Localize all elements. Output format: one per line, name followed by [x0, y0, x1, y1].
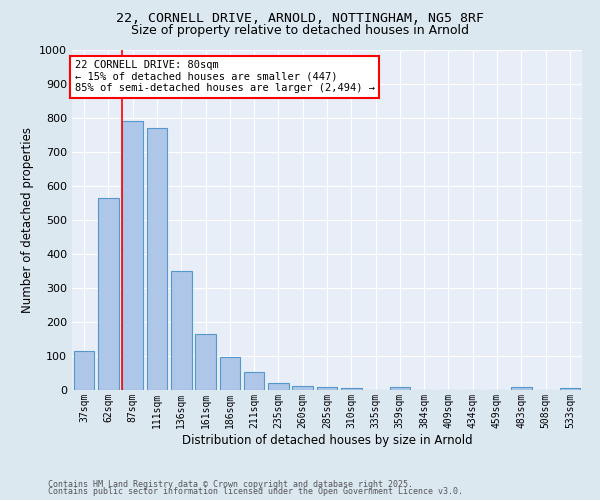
Bar [244, 372, 265, 390]
Bar [146, 128, 167, 390]
Bar [98, 198, 119, 390]
Text: 22 CORNELL DRIVE: 80sqm
← 15% of detached houses are smaller (447)
85% of semi-d: 22 CORNELL DRIVE: 80sqm ← 15% of detache… [74, 60, 374, 94]
Bar [292, 386, 313, 390]
Bar [171, 271, 191, 390]
Text: Size of property relative to detached houses in Arnold: Size of property relative to detached ho… [131, 24, 469, 37]
X-axis label: Distribution of detached houses by size in Arnold: Distribution of detached houses by size … [182, 434, 472, 446]
Text: 22, CORNELL DRIVE, ARNOLD, NOTTINGHAM, NG5 8RF: 22, CORNELL DRIVE, ARNOLD, NOTTINGHAM, N… [116, 12, 484, 26]
Bar [195, 334, 216, 390]
Bar [511, 386, 532, 390]
Bar [560, 388, 580, 390]
Bar [341, 388, 362, 390]
Bar [317, 386, 337, 390]
Text: Contains public sector information licensed under the Open Government Licence v3: Contains public sector information licen… [48, 487, 463, 496]
Text: Contains HM Land Registry data © Crown copyright and database right 2025.: Contains HM Land Registry data © Crown c… [48, 480, 413, 489]
Bar [74, 351, 94, 390]
Y-axis label: Number of detached properties: Number of detached properties [20, 127, 34, 313]
Bar [122, 122, 143, 390]
Bar [220, 356, 240, 390]
Bar [389, 388, 410, 390]
Bar [268, 383, 289, 390]
